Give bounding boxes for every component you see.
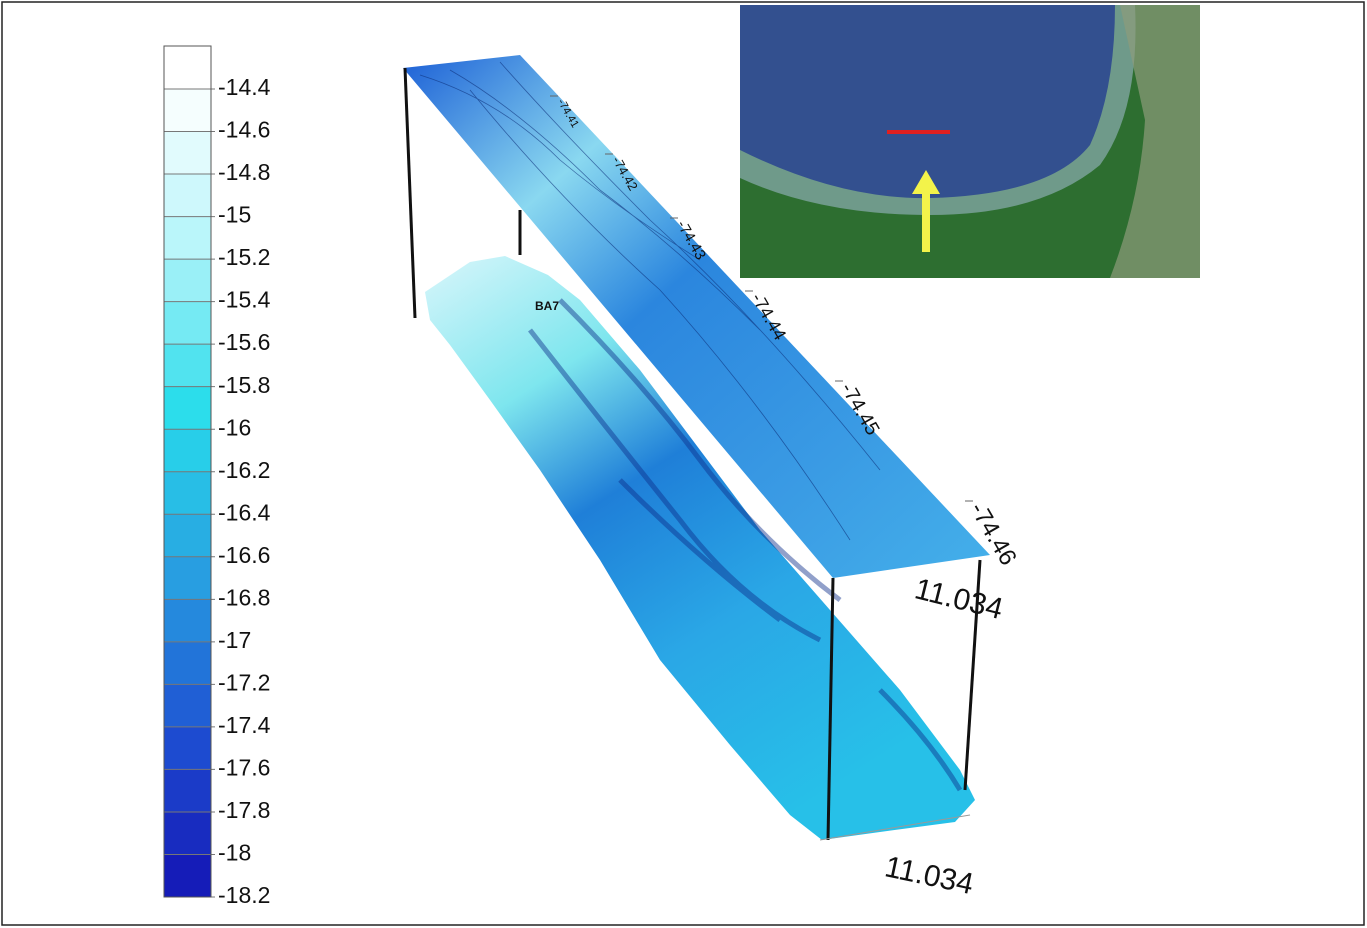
figure: -14.4 -14.6 -14.8 -15 -15.2 -15.4 -15.6 -15.8 -1… — [0, 0, 1367, 928]
inset-map — [740, 5, 1200, 278]
colorbar-label: -15.2 — [218, 244, 270, 270]
colorbar-label: -15 — [218, 202, 251, 228]
colorbar-band — [164, 854, 211, 897]
colorbar-label: -15.6 — [218, 329, 270, 355]
colorbar-band — [164, 684, 211, 727]
colorbar-band — [164, 557, 211, 600]
colorbar-band — [164, 217, 211, 260]
colorbar-label: -17.2 — [218, 669, 270, 695]
colorbar-band — [164, 344, 211, 387]
colorbar-band — [164, 174, 211, 217]
colorbar-label: -14.8 — [218, 159, 270, 185]
colorbar-band — [164, 727, 211, 770]
colorbar-label: -17.6 — [218, 754, 270, 780]
colorbar-band — [164, 132, 211, 175]
colorbar-band — [164, 514, 211, 557]
colorbar-label: -14.6 — [218, 117, 270, 143]
colorbar-label: -14.4 — [218, 74, 271, 100]
colorbar-label: -18 — [218, 840, 251, 866]
colorbar-band — [164, 302, 211, 345]
colorbar-band — [164, 472, 211, 515]
colorbar-band — [164, 259, 211, 302]
colorbar-band — [164, 642, 211, 685]
colorbar-band — [164, 769, 211, 812]
colorbar-band — [164, 429, 211, 472]
colorbar-label: -17.8 — [218, 797, 270, 823]
colorbar: -14.4 -14.6 -14.8 -15 -15.2 -15.4 -15.6 -15.8 -1… — [164, 46, 271, 908]
colorbar-label: -15.4 — [218, 287, 271, 313]
colorbar-label: -16.4 — [218, 499, 271, 525]
colorbar-band — [164, 387, 211, 430]
colorbar-label: -15.8 — [218, 372, 270, 398]
colorbar-band — [164, 599, 211, 642]
colorbar-label: -16 — [218, 414, 251, 440]
colorbar-label: -17 — [218, 627, 251, 653]
colorbar-label: -18.2 — [218, 882, 270, 908]
colorbar-band — [164, 812, 211, 855]
colorbar-label: -17.4 — [218, 712, 271, 738]
station-label: BA7 — [535, 299, 559, 313]
colorbar-label: -16.2 — [218, 457, 270, 483]
colorbar-band — [164, 89, 211, 132]
colorbar-label: -16.8 — [218, 584, 270, 610]
colorbar-band — [164, 46, 211, 89]
colorbar-label: -16.6 — [218, 542, 270, 568]
